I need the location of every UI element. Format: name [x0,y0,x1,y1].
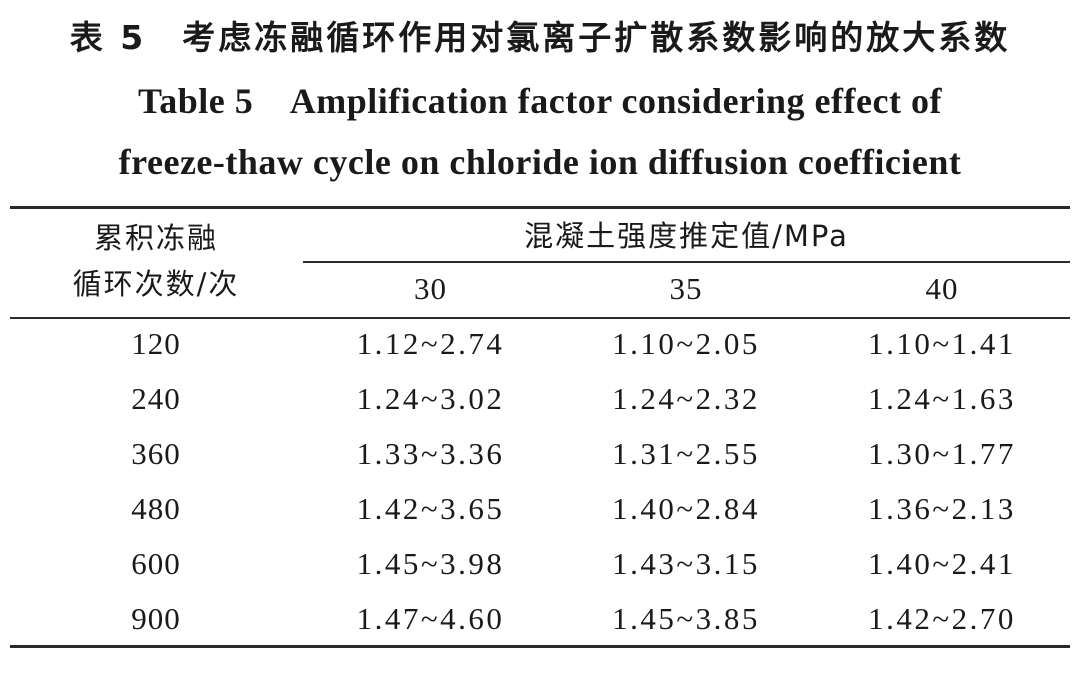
row-value: 1.31~2.55 [612,436,760,471]
row-cycles: 120 [131,326,181,361]
row-cycles: 900 [131,601,181,636]
column-header-30: 30 [414,271,447,306]
row-cycles: 360 [131,436,181,471]
row-value: 1.45~3.85 [612,601,760,636]
row-value: 1.40~2.84 [612,491,760,526]
table-title-english-line-1: Table 5 Amplification factor considering… [138,81,942,121]
row-value: 1.45~3.98 [356,546,505,581]
table-top-rule [10,206,1070,209]
table-title-english-line-2: freeze-thaw cycle on chloride ion diffus… [118,142,962,182]
row-value: 1.30~1.77 [868,436,1016,471]
row-value: 1.42~3.65 [356,491,505,526]
row-value: 1.24~3.02 [356,381,505,416]
table-title-chinese: 表 5 考虑冻融循环作用对氯离子扩散系数影响的放大系数 [69,18,1011,57]
stub-header-line-2: 循环次数/次 [72,267,240,301]
row-value: 1.10~2.05 [612,326,760,361]
row-cycles: 480 [131,491,181,526]
header-bottom-rule [10,317,1070,319]
spanner-header: 混凝土强度推定值/MPa [524,219,849,253]
header-sub-rule [303,261,1070,263]
row-value: 1.24~2.32 [612,381,760,416]
column-header-35: 35 [669,271,703,306]
row-value: 1.36~2.13 [868,491,1016,526]
stub-header-line-1: 累积冻融 [93,221,218,255]
row-value: 1.40~2.41 [868,546,1016,581]
row-value: 1.47~4.60 [356,601,505,636]
row-value: 1.12~2.74 [356,326,505,361]
column-header-40: 40 [925,271,959,306]
row-cycles: 240 [131,381,181,416]
row-value: 1.10~1.41 [868,326,1016,361]
row-value: 1.43~3.15 [612,546,760,581]
row-value: 1.33~3.36 [356,436,505,471]
row-value: 1.24~1.63 [868,381,1016,416]
table-bottom-rule [10,645,1070,648]
row-value: 1.42~2.70 [868,601,1016,636]
row-cycles: 600 [131,546,181,581]
